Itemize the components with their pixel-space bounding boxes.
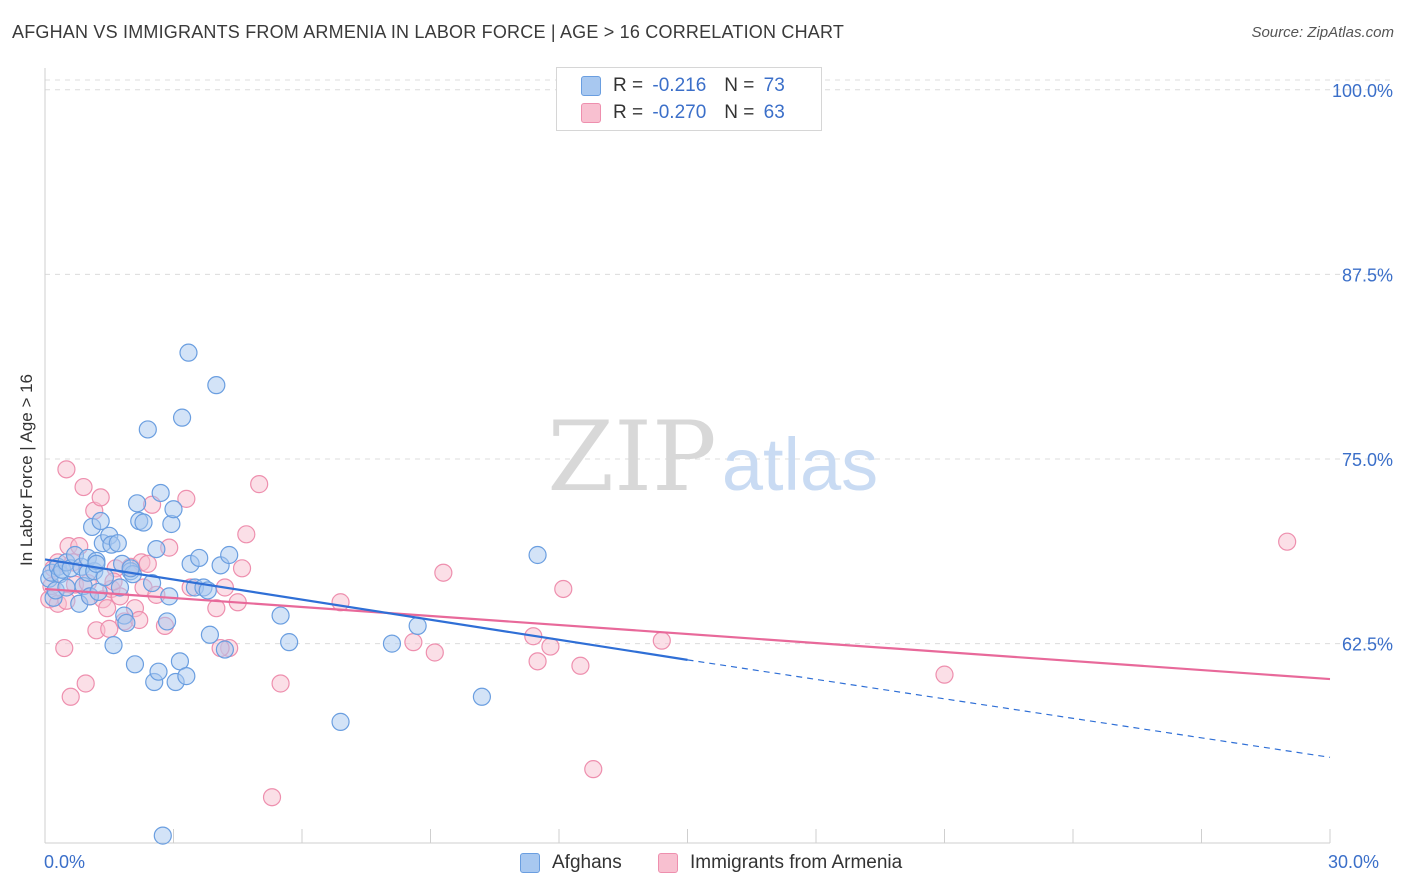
armenia-point [935,665,954,684]
legend-item-armenia: Immigrants from Armenia [658,852,902,874]
afghans-swatch [581,76,601,96]
armenia-point [232,559,252,578]
armenia-point [61,687,80,706]
y-tick-label: 100.0% [1332,81,1393,101]
afghan-point [179,343,198,362]
afghan-point [280,633,299,652]
armenia-point [528,652,547,671]
n-label: N = [724,75,755,96]
afghan-point [104,635,123,655]
armenia-legend-swatch [658,853,678,873]
afghan-point [157,612,177,631]
armenia-point [404,633,423,652]
armenia-point [100,619,119,638]
afghan-trend-line [44,558,688,661]
armenia-point [177,489,196,508]
afghan-point [153,826,172,845]
afghan-point [134,513,153,532]
afghan-point [127,494,147,513]
armenia-point [262,788,282,807]
armenia-point [541,637,560,656]
armenia-point [1278,532,1297,551]
afghan-trend-extension [687,659,1331,758]
afghan-point [207,376,226,395]
armenia-point [237,525,256,544]
y-tick-label: 62.5% [1342,635,1393,655]
afghan-point [57,578,76,597]
armenia-point [55,638,74,658]
armenia-point [74,477,93,497]
afghan-point [200,625,220,644]
afghan-point [87,554,106,573]
n-value: 63 [763,102,785,123]
armenia-trend-line [44,587,1331,681]
afghan-point [142,573,162,593]
armenia-point [571,656,590,675]
afghan-point [172,408,192,427]
r-value: -0.270 [652,102,707,123]
armenia-point [584,760,603,779]
r-label: R = [613,75,644,96]
afghan-point [151,483,170,503]
afghan-point [382,634,402,653]
afghan-point [117,613,136,633]
x-tick-label-min: 0.0% [44,852,86,872]
y-tick-label: 87.5% [1342,265,1393,285]
afghans-legend-swatch [520,853,540,873]
afghan-point [190,548,209,568]
armenia-point [271,674,290,693]
afghan-point [472,687,491,706]
watermark: ZIP atlas [547,401,878,513]
afghan-point [220,545,239,565]
armenia-point [138,554,157,573]
trend-lines [44,558,1331,758]
legend-label-afghans: Afghans [552,852,622,873]
armenia-point [98,599,117,618]
afghan-point [125,655,145,674]
armenia-point [554,579,573,599]
watermark-atlas: atlas [722,423,878,506]
afghan-point [91,511,110,531]
y-tick-label: 75.0% [1342,450,1393,470]
armenia-point [207,599,226,618]
stats-legend-row-afghans: R = -0.216 N = 73 [581,74,785,98]
armenia-point [76,674,95,693]
stats-legend: R = -0.216 N = 73 R = -0.270 N = 63 [556,67,822,131]
legend-item-afghans: Afghans [520,852,622,874]
n-value: 73 [763,75,785,96]
afghan-point [164,500,183,519]
armenia-point [652,631,671,650]
y-tick-labels: 62.5% 75.0% 87.5% 100.0% [1332,81,1393,655]
afghan-point [138,420,157,439]
afghan-point [110,578,130,597]
armenia-point [57,460,76,479]
afghan-point [271,606,290,625]
afghan-point [331,712,350,731]
armenia-swatch [581,103,601,123]
gridlines [45,79,1395,645]
n-label: N = [724,102,755,123]
afghan-point [528,545,547,565]
axes [44,68,1331,844]
legend-label-armenia: Immigrants from Armenia [690,852,903,873]
armenia-point [91,488,110,507]
armenia-point [425,643,444,662]
afghan-point [149,662,168,681]
afghan-point [215,640,234,659]
chart-title: AFGHAN VS IMMIGRANTS FROM ARMENIA IN LAB… [12,22,845,42]
x-tick-label-max: 30.0% [1328,852,1380,872]
afghan-point [408,616,427,635]
afghan-point [147,539,166,559]
armenia-point [434,563,453,582]
r-label: R = [613,102,644,123]
r-value: -0.216 [652,75,707,96]
afghan-point [177,667,196,686]
source-label: Source: ZipAtlas.com [1251,24,1394,41]
afghan-point [108,534,127,553]
watermark-zip: ZIP [547,401,716,513]
armenia-point [250,475,269,494]
stats-legend-row-armenia: R = -0.270 N = 63 [581,101,785,125]
